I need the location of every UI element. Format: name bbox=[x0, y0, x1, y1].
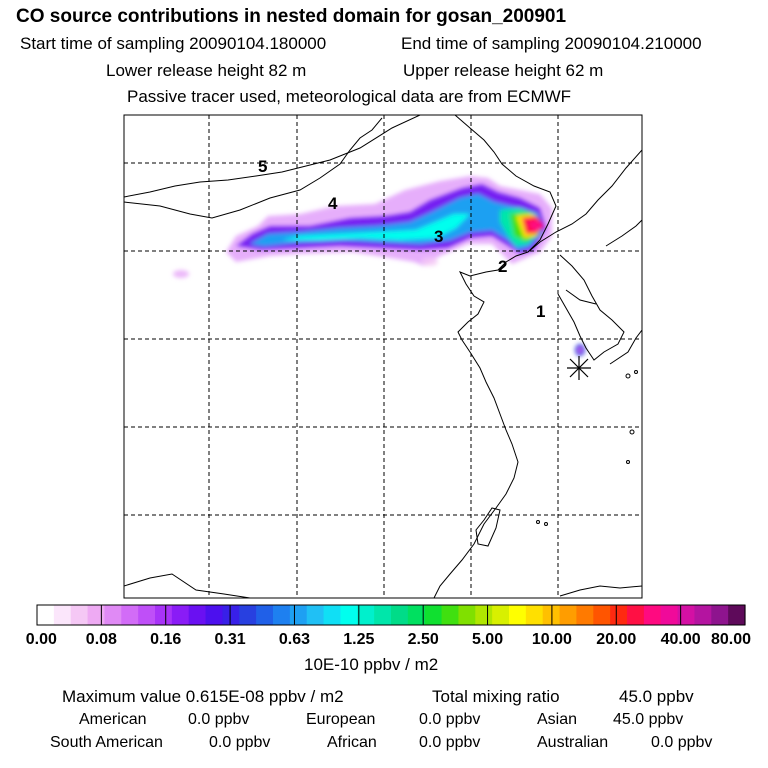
colorbar-tick-label: 40.00 bbox=[660, 631, 701, 648]
region-name-asian: Asian bbox=[537, 711, 578, 728]
colorbar bbox=[36, 605, 746, 625]
colorbar-swatch bbox=[694, 605, 712, 625]
colorbar-swatch bbox=[391, 605, 409, 625]
spot-north bbox=[422, 258, 438, 266]
colorbar-swatch bbox=[475, 605, 493, 625]
colorbar-tick-label: 0.16 bbox=[150, 631, 182, 648]
colorbar-swatch bbox=[70, 605, 89, 625]
colorbar-swatch bbox=[610, 605, 628, 625]
colorbar-swatch bbox=[239, 605, 257, 625]
colorbar-swatch bbox=[155, 605, 173, 625]
region-name-american: American bbox=[79, 711, 147, 728]
total-mixing-label: Total mixing ratio bbox=[432, 687, 560, 706]
colorbar-swatch bbox=[509, 605, 527, 625]
colorbar-swatch bbox=[340, 605, 358, 625]
colorbar-swatch bbox=[138, 605, 156, 625]
colorbar-swatch bbox=[441, 605, 460, 625]
colorbar-swatch bbox=[104, 605, 122, 625]
region-name-african: African bbox=[327, 734, 377, 751]
colorbar-tick-label: 0.31 bbox=[214, 631, 246, 648]
colorbar-swatch bbox=[289, 605, 308, 625]
total-mixing-value: 45.0 ppbv bbox=[619, 687, 694, 706]
colorbar-tick-label: 80.00 bbox=[710, 631, 752, 648]
colorbar-swatch bbox=[458, 605, 476, 625]
colorbar-swatch bbox=[222, 605, 240, 625]
colorbar-swatch bbox=[323, 605, 342, 625]
colorbar-unit-label: 10E-10 ppbv / m2 bbox=[304, 655, 439, 674]
upper-release-label: Upper release height 62 m bbox=[403, 61, 604, 80]
region-name-european: European bbox=[306, 711, 376, 728]
region-value-american: 0.0 ppbv bbox=[188, 711, 250, 728]
colorbar-swatch bbox=[407, 605, 426, 625]
colorbar-tick-label: 0.63 bbox=[278, 631, 311, 648]
coastlines bbox=[124, 115, 642, 598]
colorbar-swatch bbox=[357, 605, 375, 625]
region-value-african: 0.0 ppbv bbox=[419, 734, 481, 751]
tracer-info-label: Passive tracer used, meteorological data… bbox=[127, 87, 572, 106]
spot-korea-core bbox=[578, 347, 582, 353]
spot-west bbox=[173, 270, 189, 278]
colorbar-swatch bbox=[87, 605, 106, 625]
plume-cyan bbox=[282, 214, 470, 240]
colorbar-tick-label: 2.50 bbox=[407, 631, 439, 648]
region-label-1: 1 bbox=[536, 302, 545, 321]
colorbar-swatch bbox=[53, 605, 72, 625]
gridlines bbox=[124, 115, 642, 598]
region-label-4: 4 bbox=[328, 194, 338, 213]
colorbar-tick-label: 0.00 bbox=[25, 631, 57, 648]
colorbar-swatch bbox=[273, 605, 291, 625]
colorbar-swatch bbox=[593, 605, 611, 625]
colorbar-swatch bbox=[256, 605, 274, 625]
colorbar-swatch bbox=[627, 605, 645, 625]
region-label-5: 5 bbox=[258, 157, 267, 176]
colorbar-swatch bbox=[576, 605, 594, 625]
colorbar-swatch bbox=[171, 605, 190, 625]
map-frame bbox=[123, 114, 643, 599]
max-value-label: Maximum value 0.615E-08 ppbv / m2 bbox=[62, 687, 344, 706]
region-name-south-american: South American bbox=[50, 734, 163, 751]
colorbar-swatch bbox=[188, 605, 207, 625]
islands bbox=[536, 370, 638, 526]
colorbar-tick-label: 10.00 bbox=[531, 631, 572, 648]
region-label-2: 2 bbox=[498, 257, 507, 276]
colorbar-swatch bbox=[424, 605, 443, 625]
colorbar-swatch bbox=[677, 605, 696, 625]
colorbar-swatch bbox=[374, 605, 392, 625]
colorbar-swatch bbox=[728, 605, 746, 625]
receptor-asterisk-icon bbox=[567, 356, 591, 380]
colorbar-swatch bbox=[660, 605, 679, 625]
region-name-australian: Australian bbox=[537, 734, 609, 751]
colorbar-swatch bbox=[643, 605, 662, 625]
region-value-south-american: 0.0 ppbv bbox=[209, 734, 271, 751]
colorbar-swatch bbox=[492, 605, 510, 625]
plume-peak bbox=[528, 220, 542, 232]
start-time-label: Start time of sampling 20090104.180000 bbox=[20, 34, 327, 53]
colorbar-tick-label: 20.00 bbox=[596, 631, 637, 648]
colorbar-swatch bbox=[121, 605, 139, 625]
region-value-asian: 45.0 ppbv bbox=[613, 711, 684, 728]
colorbar-tick-label: 1.25 bbox=[343, 631, 375, 648]
region-value-european: 0.0 ppbv bbox=[419, 711, 481, 728]
region-label-3: 3 bbox=[434, 227, 443, 246]
region-value-australian: 0.0 ppbv bbox=[651, 734, 713, 751]
colorbar-swatch bbox=[306, 605, 325, 625]
colorbar-swatch bbox=[525, 605, 544, 625]
chart-title: CO source contributions in nested domain… bbox=[16, 6, 567, 27]
end-time-label: End time of sampling 20090104.210000 bbox=[401, 34, 702, 53]
colorbar-tick-label: 0.08 bbox=[85, 631, 117, 648]
colorbar-swatch bbox=[711, 605, 729, 625]
colorbar-swatch bbox=[37, 605, 55, 625]
colorbar-swatch bbox=[205, 605, 224, 625]
colorbar-tick-label: 5.00 bbox=[471, 631, 504, 648]
colorbar-frame bbox=[36, 604, 746, 626]
region-labels: 5 4 3 2 1 bbox=[258, 157, 545, 321]
colorbar-swatch bbox=[559, 605, 578, 625]
map-panel: 5 4 3 2 1 bbox=[124, 115, 642, 598]
lower-release-label: Lower release height 82 m bbox=[106, 61, 307, 80]
